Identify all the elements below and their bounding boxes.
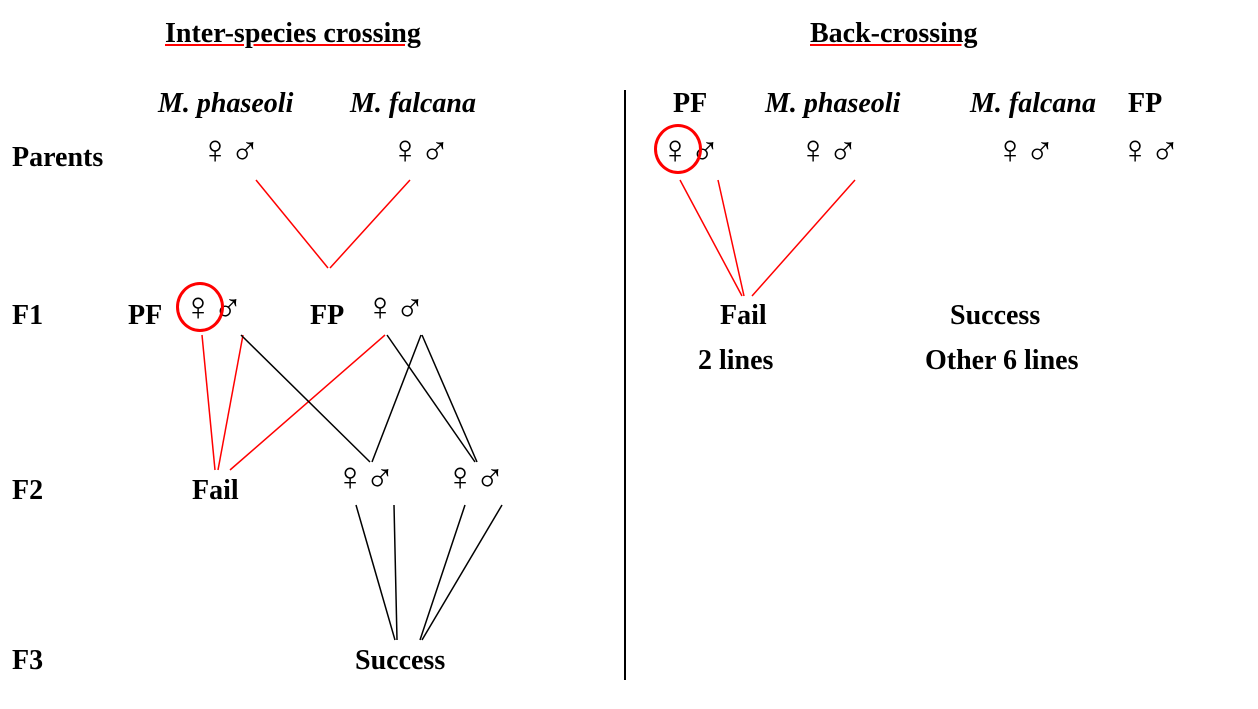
cross-line (218, 335, 243, 470)
cross-line (420, 505, 465, 640)
cross-line (330, 180, 410, 268)
heading-inter-species: Inter-species crossing (165, 18, 421, 50)
cross-line (422, 505, 502, 640)
right-fp-symbols: ♀♂ (1120, 128, 1180, 173)
species-phaseoli-left: M. phaseoli (158, 88, 293, 120)
male-icon: ♂ (1025, 128, 1055, 172)
cross-line (680, 180, 742, 296)
outcome-fail-left: Fail (192, 475, 239, 507)
cross-line (387, 335, 475, 462)
female-icon: ♀ (200, 128, 230, 172)
cross-line (718, 180, 744, 296)
right-phaseoli-symbols: ♀♂ (798, 128, 858, 173)
female-icon: ♀ (1120, 128, 1150, 172)
heading-back-crossing: Back-crossing (810, 18, 978, 50)
f2-symbols-1: ♀♂ (335, 455, 395, 500)
cross-line (394, 505, 397, 640)
cross-line (256, 180, 328, 268)
male-icon: ♂ (395, 285, 425, 329)
highlight-circle-right (654, 124, 702, 174)
species-falcana-left: M. falcana (350, 88, 476, 120)
abbr-pf-f1: PF (128, 300, 162, 332)
male-icon: ♂ (230, 128, 260, 172)
row-label-f3: F3 (12, 645, 43, 677)
cross-line (230, 335, 385, 470)
male-icon: ♂ (1150, 128, 1180, 172)
abbr-pf-right: PF (673, 88, 707, 120)
row-label-f2: F2 (12, 475, 43, 507)
outcome-other-six: Other 6 lines (925, 345, 1078, 377)
cross-line (372, 335, 421, 462)
outcome-fail-right: Fail (720, 300, 767, 332)
species-phaseoli-right: M. phaseoli (765, 88, 900, 120)
cross-line (752, 180, 855, 296)
male-icon: ♂ (420, 128, 450, 172)
outcome-success-left: Success (355, 645, 445, 677)
abbr-fp-right: FP (1128, 88, 1162, 120)
f2-symbols-2: ♀♂ (445, 455, 505, 500)
female-icon: ♀ (798, 128, 828, 172)
right-falcana-symbols: ♀♂ (995, 128, 1055, 173)
male-icon: ♂ (828, 128, 858, 172)
outcome-two-lines: 2 lines (698, 345, 773, 377)
cross-line (241, 335, 370, 462)
female-icon: ♀ (445, 455, 475, 499)
f1-fp-symbols: ♀♂ (365, 285, 425, 330)
cross-line (422, 335, 477, 462)
parent-phaseoli-symbols: ♀♂ (200, 128, 260, 173)
female-icon: ♀ (390, 128, 420, 172)
male-icon: ♂ (365, 455, 395, 499)
abbr-fp-f1: FP (310, 300, 344, 332)
species-falcana-right: M. falcana (970, 88, 1096, 120)
highlight-circle-left (176, 282, 224, 332)
cross-line (356, 505, 395, 640)
female-icon: ♀ (365, 285, 395, 329)
outcome-success-right: Success (950, 300, 1040, 332)
parent-falcana-symbols: ♀♂ (390, 128, 450, 173)
male-icon: ♂ (475, 455, 505, 499)
female-icon: ♀ (335, 455, 365, 499)
cross-line (202, 335, 215, 470)
row-label-f1: F1 (12, 300, 43, 332)
female-icon: ♀ (995, 128, 1025, 172)
row-label-parents: Parents (12, 142, 103, 174)
